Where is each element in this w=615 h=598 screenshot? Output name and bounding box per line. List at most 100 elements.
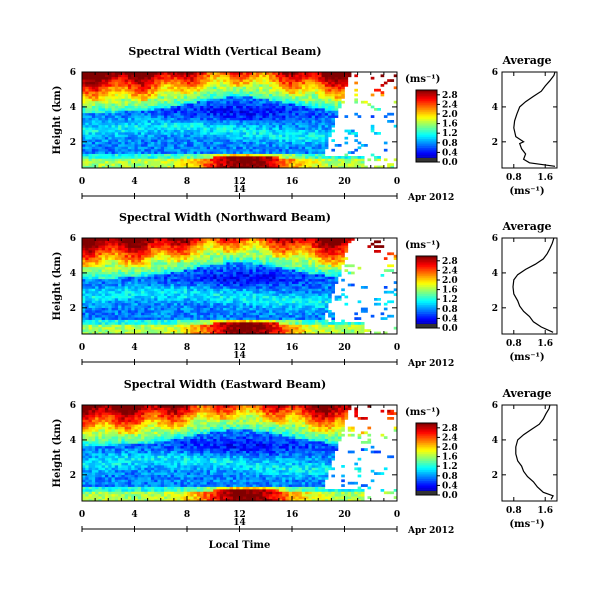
heatmap-cell xyxy=(98,84,103,87)
heatmap-cell xyxy=(226,74,231,78)
heatmap-cell xyxy=(157,300,162,304)
heatmap-cell xyxy=(213,76,217,80)
heatmap-cell xyxy=(154,252,158,256)
heatmap-cell xyxy=(141,134,145,138)
heatmap-cell xyxy=(272,146,276,150)
heatmap-cell xyxy=(104,74,109,78)
heatmap-cell xyxy=(259,117,263,121)
colorbar-segment xyxy=(416,95,437,98)
heatmap-cell xyxy=(85,252,89,256)
heatmap-cell xyxy=(150,129,155,133)
heatmap-cell xyxy=(141,264,145,268)
heatmap-cell xyxy=(137,274,142,277)
heatmap-cell xyxy=(187,124,191,128)
heatmap-cell xyxy=(278,91,283,94)
heatmap-cell xyxy=(190,153,194,157)
heatmap-cell xyxy=(91,81,96,85)
heatmap-cell xyxy=(187,250,191,253)
heatmap-cell xyxy=(246,148,250,152)
heatmap-cell xyxy=(239,160,244,164)
heatmap-cell xyxy=(164,283,168,287)
heatmap-cell xyxy=(134,144,139,147)
colorbar-segment xyxy=(416,109,437,112)
heatmap-cell xyxy=(160,252,165,256)
heatmap-cell xyxy=(183,307,188,311)
heatmap-cell xyxy=(157,269,162,272)
heatmap-cell xyxy=(111,124,116,128)
heatmap-cell xyxy=(177,120,181,123)
heatmap-cell xyxy=(298,88,303,92)
heatmap-cell xyxy=(98,269,103,272)
heatmap-cell xyxy=(114,278,119,282)
heatmap-cell xyxy=(91,242,96,246)
heatmap-cell xyxy=(282,117,286,121)
heatmap-cell xyxy=(108,141,112,145)
heatmap-cell xyxy=(167,240,171,244)
heatmap-cell xyxy=(183,247,188,251)
heatmap-cell xyxy=(252,81,257,85)
heatmap-cell xyxy=(193,257,198,260)
heatmap-cell xyxy=(331,156,336,159)
heatmap-cell xyxy=(108,329,112,332)
heatmap-cell xyxy=(328,115,332,118)
heatmap-cell xyxy=(101,139,106,142)
heatmap-cell xyxy=(275,91,280,94)
heatmap-cell xyxy=(278,108,283,111)
heatmap-cell xyxy=(114,84,119,87)
heatmap-cell xyxy=(111,240,116,244)
heatmap-cell xyxy=(141,300,145,304)
heatmap-cell xyxy=(219,98,224,102)
colorbar-tick-label: 0.8 xyxy=(442,139,458,149)
heatmap-cell xyxy=(219,136,224,140)
heatmap-cell xyxy=(308,110,313,114)
heatmap-cell xyxy=(85,136,89,140)
heatmap-cell xyxy=(337,76,342,80)
heatmap-cell xyxy=(232,96,237,99)
heatmap-cell xyxy=(314,93,319,97)
heatmap-cell xyxy=(95,264,99,268)
heatmap-cell xyxy=(298,115,303,118)
heatmap-cell xyxy=(180,91,185,94)
heatmap-cell xyxy=(226,148,231,152)
heatmap-cell xyxy=(278,163,283,166)
heatmap-cell xyxy=(196,103,201,106)
heatmap-cell xyxy=(249,129,253,133)
heatmap-cell xyxy=(127,238,132,241)
heatmap-cell xyxy=(259,93,263,97)
heatmap-cell xyxy=(150,163,155,166)
heatmap-cell xyxy=(337,84,342,87)
heatmap-cell xyxy=(141,115,145,118)
heatmap-cell xyxy=(282,112,286,116)
heatmap-cell xyxy=(144,262,148,265)
heatmap-cell xyxy=(141,127,145,130)
heatmap-cell xyxy=(104,124,109,128)
heatmap-cell xyxy=(334,105,339,109)
heatmap-cell xyxy=(180,122,185,126)
heatmap-cell xyxy=(82,281,86,284)
heatmap-cell xyxy=(216,134,221,138)
heatmap-cell xyxy=(246,72,250,75)
heatmap-cell xyxy=(209,264,214,268)
heatmap-cell xyxy=(239,74,244,78)
heatmap-cell xyxy=(193,120,198,123)
heatmap-cell xyxy=(190,252,194,256)
heatmap-cell xyxy=(177,134,181,138)
heatmap-cell xyxy=(246,163,250,166)
heatmap-cell xyxy=(118,136,122,140)
heatmap-cell xyxy=(196,322,201,325)
heatmap-cell xyxy=(180,264,185,268)
heatmap-cell xyxy=(104,257,109,260)
heatmap-cell xyxy=(288,146,293,150)
heatmap-cell xyxy=(246,144,250,147)
heatmap-cell xyxy=(98,103,103,106)
heatmap-cell xyxy=(203,264,208,268)
heatmap-cell xyxy=(324,100,329,104)
heatmap-cell xyxy=(190,319,194,323)
heatmap-cell xyxy=(203,300,208,304)
heatmap-cell xyxy=(134,259,139,263)
heatmap-cell xyxy=(131,298,135,301)
heatmap-cell xyxy=(190,271,194,275)
heatmap-cell xyxy=(314,124,319,128)
heatmap-cell xyxy=(111,158,116,162)
heatmap-cell xyxy=(137,129,142,133)
